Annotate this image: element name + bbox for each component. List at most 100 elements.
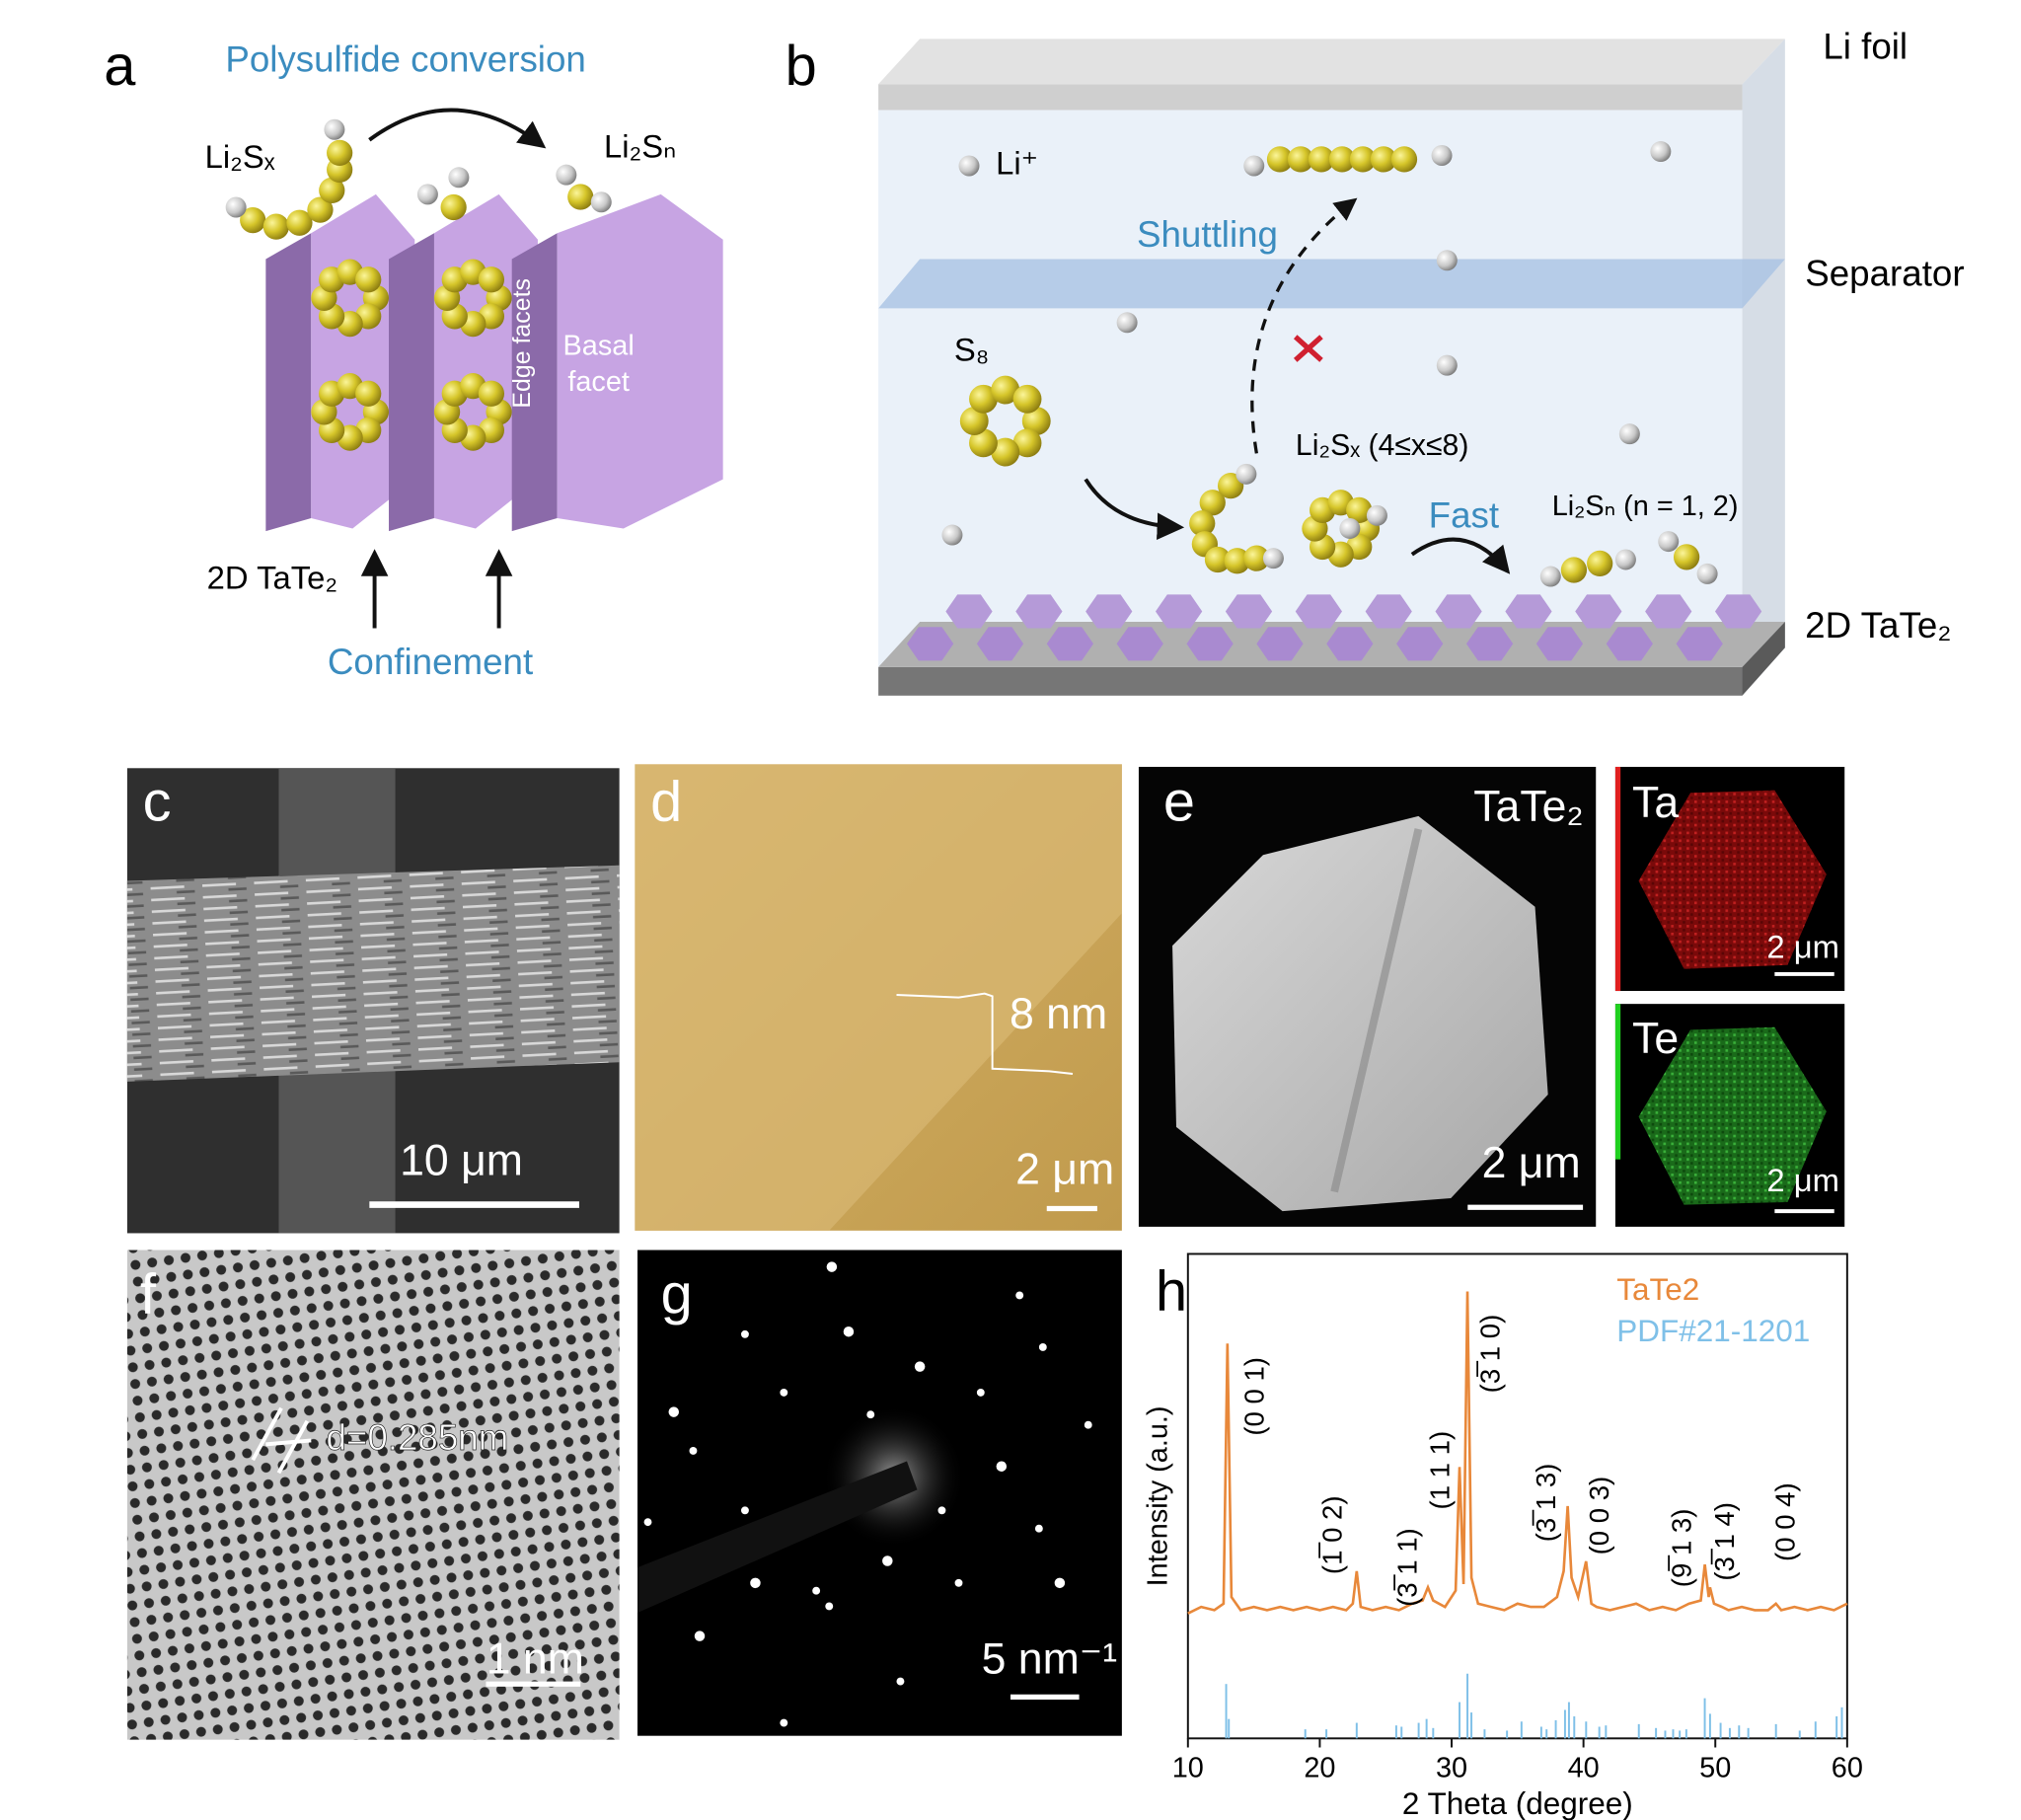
shape: g [661, 1262, 693, 1326]
tate2-flake [1256, 627, 1304, 661]
s-atom [1349, 146, 1377, 173]
tate2-flake [1435, 594, 1482, 629]
s-atom [262, 213, 289, 240]
s-atom [1560, 557, 1588, 583]
li-atom [556, 164, 577, 186]
diffraction-spot [882, 1555, 893, 1566]
s-atom [1243, 545, 1270, 571]
legend-entry: TaTe2 [1616, 1271, 1699, 1307]
shape: Polysulfide conversion [225, 39, 585, 80]
shape [1614, 766, 1621, 992]
peak-label: (3̅ 1 1) [1392, 1528, 1423, 1607]
peak-label: (3̅ 1 0) [1475, 1315, 1506, 1394]
s-atom [1346, 496, 1373, 524]
peak-label: (0 0 3) [1584, 1477, 1614, 1555]
diffraction-spot [1084, 1420, 1092, 1429]
shape: 2 μm [1766, 1162, 1839, 1198]
diffraction-spot [843, 1326, 855, 1337]
s-atom [1012, 428, 1042, 458]
shape: 2 μm [1015, 1146, 1114, 1194]
shape: 2D TaTe₂ [207, 560, 337, 596]
s-atom [1390, 146, 1418, 173]
shape: Basal [563, 330, 635, 361]
tate2-flake [1676, 627, 1723, 661]
tate2-flake [1015, 594, 1063, 629]
shape [878, 84, 1743, 111]
diffraction-spot [780, 1718, 788, 1727]
li-atom [1539, 566, 1561, 587]
shape: 1 nm [487, 1635, 584, 1684]
plot-frame [1186, 1252, 1848, 1740]
s-atom [440, 193, 467, 221]
diffraction-spot [937, 1506, 946, 1515]
li-atom [1436, 250, 1458, 271]
diffraction-spot [1038, 1343, 1047, 1351]
shape [1638, 790, 1827, 969]
panel-h: h 10 20 30 40 50 60 2 Theta (degree) Intensity … [1143, 1252, 1863, 1820]
diffraction-spot [780, 1388, 788, 1397]
peak-label: (1̅ 0 2) [1316, 1495, 1347, 1574]
diffraction-spot [668, 1406, 680, 1417]
edge-facet [265, 233, 312, 532]
s-atom [1587, 550, 1613, 577]
s-atom [1673, 544, 1700, 570]
shape: h [1156, 1260, 1187, 1324]
shape [1410, 537, 1511, 574]
tate2-flake [1714, 594, 1762, 629]
peak-label: (0 0 1) [1239, 1357, 1270, 1436]
diffraction-spot [996, 1461, 1008, 1472]
peak-label: (3̅ 1 4) [1709, 1502, 1740, 1581]
panel-b: b Li foil Li⁺ Shuttling Separator S₈ Li₂… [786, 27, 1965, 696]
shape: Li foil [1823, 27, 1908, 67]
li-atom [416, 184, 438, 205]
shape: facet [567, 366, 630, 398]
edge-facet [511, 233, 558, 532]
peak-label: (3̅ 1 3) [1531, 1464, 1561, 1543]
shape: f [140, 1262, 157, 1326]
shape: Separator [1805, 253, 1964, 293]
s-atom [1204, 546, 1232, 573]
s-atom [991, 375, 1020, 405]
diffraction-spot [689, 1447, 698, 1455]
shape: Te [1632, 1015, 1679, 1063]
s-atom [1189, 510, 1216, 537]
li-atom [1243, 155, 1265, 177]
shape: TaTe₂ [1473, 783, 1584, 831]
shape: c [143, 771, 172, 834]
s-atom [319, 177, 345, 204]
shape: d=0.285nm [326, 1417, 508, 1458]
li-atom [1235, 463, 1257, 485]
li-atom [324, 118, 345, 140]
diffraction-spot [954, 1578, 963, 1587]
s-atom [1021, 407, 1051, 435]
s-atom [327, 139, 353, 166]
peak-label: (0 0 4) [1770, 1482, 1801, 1561]
s-atom [1224, 548, 1250, 574]
li-atom [1366, 504, 1387, 526]
shape [896, 992, 1074, 1076]
li-atom [941, 524, 963, 546]
s-atom [240, 206, 266, 234]
tate2-flake [1575, 594, 1622, 629]
diffraction-spot [1015, 1291, 1024, 1300]
shape: d [650, 771, 682, 834]
shape: 2 μm [1482, 1139, 1581, 1187]
tate2-flake [1326, 627, 1374, 661]
s-atom [286, 209, 313, 236]
shape [1293, 335, 1323, 362]
shape [126, 1250, 620, 1740]
tate2-flake [907, 627, 954, 661]
s-atom [1266, 146, 1294, 173]
tate2-flake [1606, 627, 1653, 661]
peak-label: (1 1 1) [1424, 1431, 1455, 1510]
shape [1084, 478, 1185, 541]
li-atom [1436, 354, 1458, 376]
s-atom [969, 428, 998, 458]
s-atom [1308, 146, 1335, 173]
s-atom [355, 266, 382, 293]
tate2-flake [1505, 594, 1552, 629]
shape: Ta [1632, 779, 1679, 827]
shape [1172, 815, 1548, 1212]
panel-c: c 10 μm [126, 768, 620, 1234]
shape: Shuttling [1137, 214, 1278, 255]
